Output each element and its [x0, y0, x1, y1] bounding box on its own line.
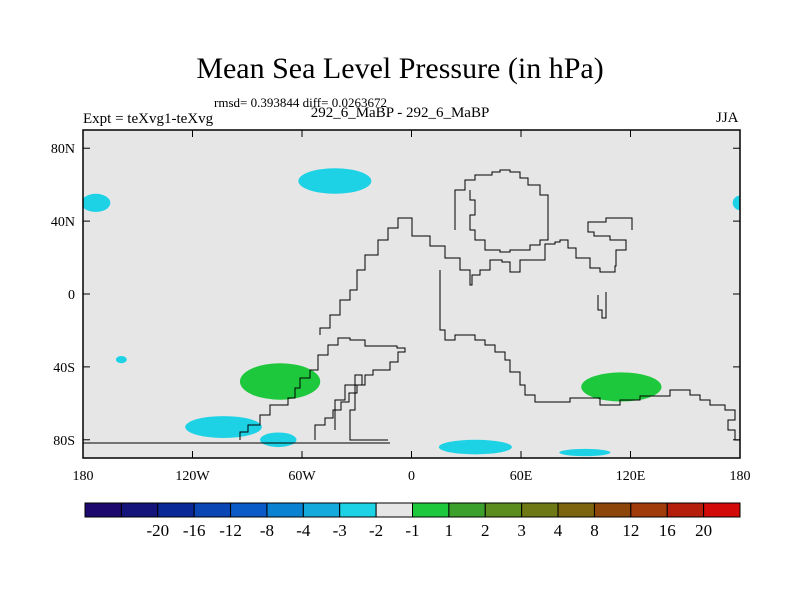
anomaly-region — [185, 416, 262, 438]
coastline-greenland — [454, 169, 549, 253]
coastline-africa — [334, 374, 388, 441]
colorbar-label: 4 — [554, 521, 563, 540]
x-tick-label: 120E — [616, 469, 646, 484]
anomaly-region — [115, 355, 127, 364]
map-layer — [82, 129, 741, 459]
anomaly-region — [438, 439, 512, 455]
colorbar-label: -3 — [333, 521, 347, 540]
x-tick-label: 120W — [175, 469, 210, 484]
x-axis-labels: 180 120W 60W 0 60E 120E 180 — [73, 469, 751, 484]
colorbar-swatch — [157, 502, 195, 518]
colorbar-label: -8 — [260, 521, 274, 540]
axis-ticks — [82, 130, 741, 458]
experiment-label: Expt = teXvg1-teXvg — [83, 111, 214, 127]
season-label: JJA — [716, 110, 739, 126]
x-tick-label: 180 — [73, 469, 94, 484]
colorbar-swatch — [193, 502, 232, 518]
x-tick-label: 180 — [730, 469, 751, 484]
colorbar-swatch — [84, 502, 122, 518]
colorbar-label: 16 — [659, 521, 676, 540]
map-background — [83, 130, 740, 458]
colorbar-swatch — [593, 502, 632, 518]
coastline-europe-asia — [439, 270, 740, 441]
anomaly-region — [559, 448, 611, 457]
anomaly-region — [732, 195, 740, 211]
colorbar-label: 8 — [590, 521, 599, 540]
stats-text: rmsd= 0.393844 diff= 0.0263672 — [214, 95, 387, 110]
y-tick-label: 40S — [53, 361, 75, 376]
colorbar-swatch — [521, 502, 559, 518]
colorbar-swatch — [630, 502, 668, 518]
colorbar-swatch — [484, 502, 523, 518]
colorbar-label: 3 — [517, 521, 526, 540]
colorbar-label: -2 — [369, 521, 383, 540]
y-tick-label: 40N — [51, 215, 75, 230]
y-tick-label: 80N — [51, 142, 75, 157]
colorbar-label: -4 — [296, 521, 311, 540]
colorbar-swatch — [120, 502, 159, 518]
colorbar-swatch — [339, 502, 377, 518]
y-tick-label: 80S — [53, 434, 75, 449]
colorbar-labels: -20 -16 -12 -8 -4 -3 -2 -1 1 2 3 4 8 12 16 20 — [146, 521, 712, 540]
colorbar-label: 1 — [445, 521, 454, 540]
colorbar-swatch — [557, 502, 595, 518]
colorbar-label: -1 — [405, 521, 419, 540]
coastlines — [83, 169, 740, 444]
anomaly-region — [239, 363, 321, 400]
coastline-small-island — [597, 292, 607, 319]
chart-title: Mean Sea Level Pressure (in hPa) — [196, 52, 604, 85]
colorbar-label: 20 — [695, 521, 712, 540]
x-tick-label: 60W — [288, 469, 316, 484]
colorbar-swatch — [302, 502, 341, 518]
colorbar-swatch — [266, 502, 304, 518]
anomaly-region — [298, 168, 372, 194]
colorbar-swatch — [412, 502, 450, 518]
colorbar-swatch — [375, 502, 414, 518]
colorbar-swatch — [230, 502, 268, 518]
colorbar-swatch — [448, 502, 486, 518]
experiment-cases-label: 292_6_MaBP - 292_6_MaBP — [310, 105, 490, 121]
colorbar-swatch — [703, 502, 741, 518]
coastline-north-america — [319, 217, 633, 335]
anomaly-region — [581, 372, 662, 402]
colorbar — [84, 502, 741, 518]
colorbar-swatch — [666, 502, 705, 518]
colorbar-label: -12 — [219, 521, 242, 540]
anomaly-region — [260, 432, 297, 448]
y-axis-labels: 80N 40N 0 40S 80S — [51, 142, 75, 449]
colorbar-label: -16 — [183, 521, 206, 540]
y-tick-label: 0 — [68, 288, 75, 303]
colorbar-label: -20 — [146, 521, 169, 540]
coastline-south-america — [239, 337, 406, 440]
colorbar-label: 12 — [622, 521, 639, 540]
anomaly-region — [83, 193, 111, 212]
x-tick-label: 0 — [408, 469, 415, 484]
x-tick-label: 60E — [510, 469, 533, 484]
colorbar-label: 2 — [481, 521, 490, 540]
